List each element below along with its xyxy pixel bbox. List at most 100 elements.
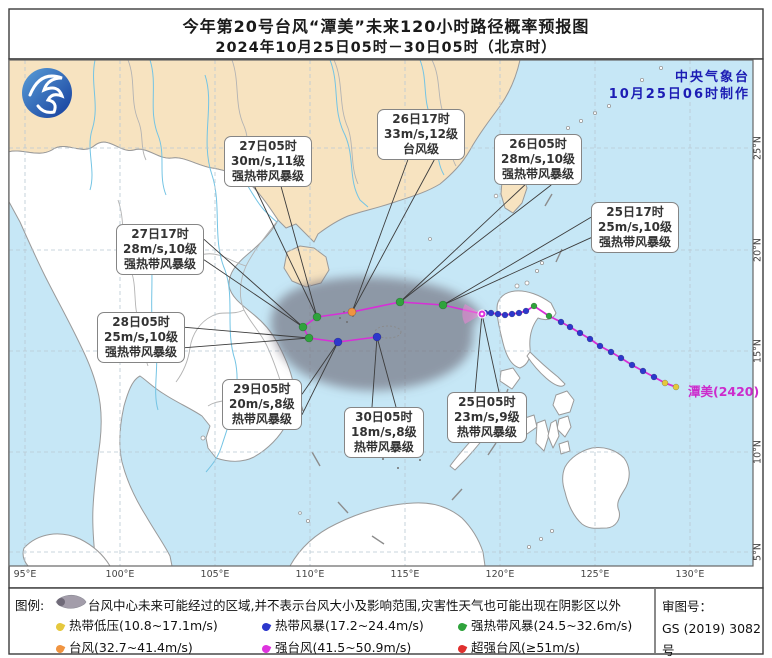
map-review-number: 审图号： GS (2019) 3082号 xyxy=(662,596,772,658)
forecast-info-box: 25日17时 25m/s,10级 强热带风暴级 xyxy=(591,202,679,253)
observed-track-point xyxy=(661,379,669,387)
observed-track-point xyxy=(494,310,502,318)
current-position-eye xyxy=(480,312,484,316)
forecast-wind: 20m/s,8级 xyxy=(229,397,295,411)
leader-line xyxy=(203,259,304,328)
forecast-info-box: 30日05时 18m/s,8级 热带风暴级 xyxy=(344,407,424,458)
forecast-category: 强热带风暴级 xyxy=(231,169,304,183)
forecast-wind: 28m/s,10级 xyxy=(501,152,575,166)
small-islands xyxy=(200,66,664,550)
forecast-wind: 28m/s,10级 xyxy=(123,242,197,256)
legend-heading: 图例: xyxy=(15,598,45,613)
issue-time: 10月25日06时制作 xyxy=(608,87,750,102)
forecast-track-point xyxy=(347,307,357,317)
legend-category-icon xyxy=(260,621,272,633)
border-line xyxy=(175,309,245,383)
legend-item-label: 超强台风(≥51m/s) xyxy=(471,640,581,655)
typhoon-name-label: 潭美(2420) xyxy=(688,384,760,399)
forecast-wind: 30m/s,11级 xyxy=(231,154,305,168)
river xyxy=(89,60,96,191)
review-value: GS (2019) 3082号 xyxy=(662,621,761,658)
lon-tick-label: 100°E xyxy=(105,569,135,580)
forecast-info-box: 28日05时 25m/s,10级 强热带风暴级 xyxy=(97,312,185,363)
lon-tick-label: 115°E xyxy=(390,569,420,580)
bohol-island xyxy=(558,440,571,455)
forecast-track-point xyxy=(438,300,448,310)
page-title: 今年第20号台风“潭美”未来120小时路径概率预报图 xyxy=(182,17,590,36)
forecast-info-box: 29日05时 20m/s,8级 热带风暴级 xyxy=(222,379,302,430)
samar-island xyxy=(552,390,575,416)
legend-category-icon xyxy=(260,643,272,655)
leader-line xyxy=(399,184,552,303)
page-subtitle: 2024年10月25日05时－30日05时（北京时） xyxy=(215,40,557,56)
observed-track-point xyxy=(545,312,553,320)
legend-item-label: 热带风暴(17.2~24.4m/s) xyxy=(275,618,424,633)
review-label: 审图号： xyxy=(662,599,713,614)
leader-line xyxy=(351,159,435,313)
agency-credit: 中央气象台 10月25日06时制作 xyxy=(609,69,750,103)
observed-track-point xyxy=(508,310,516,318)
legend-section-frame xyxy=(8,587,764,655)
probability-area-icon xyxy=(55,594,87,609)
legend-item-label: 强热带风暴(24.5~32.6m/s) xyxy=(471,618,633,633)
observed-track-point xyxy=(586,335,594,343)
lon-tick-label: 120°E xyxy=(485,569,515,580)
forecast-info-box: 26日17时 33m/s,12级 台风级 xyxy=(377,109,465,160)
lon-tick-label: 110°E xyxy=(295,569,325,580)
forecast-category: 强热带风暴级 xyxy=(598,235,671,249)
observed-track-point xyxy=(596,342,604,350)
forecast-category: 台风级 xyxy=(402,142,439,156)
leader-line xyxy=(351,159,409,313)
lon-tick-label: 95°E xyxy=(13,569,37,580)
river xyxy=(329,60,369,208)
macclesfield-dashed-ellipse xyxy=(374,325,402,339)
forecast-time: 27日05时 xyxy=(239,139,297,153)
wind-radius-sector xyxy=(462,304,482,324)
observed-track-point xyxy=(557,318,565,326)
lon-tick-label: 130°E xyxy=(675,569,705,580)
forecast-track-point xyxy=(298,322,308,332)
lon-tick-label: 125°E xyxy=(580,569,610,580)
leader-line xyxy=(481,313,500,393)
forecast-info-box: 26日05时 28m/s,10级 强热带风暴级 xyxy=(494,134,582,185)
lat-tick-label: 20°N xyxy=(752,238,764,262)
forecast-time: 29日05时 xyxy=(233,382,291,396)
river xyxy=(149,60,167,196)
observed-track-point xyxy=(576,329,584,337)
leader-line xyxy=(184,337,310,349)
lat-tick-label: 10°N xyxy=(752,440,764,464)
forecast-time: 25日17时 xyxy=(606,205,664,219)
forecast-track-point xyxy=(312,312,322,322)
forecast-track-point xyxy=(333,337,343,347)
forecast-wind: 33m/s,12级 xyxy=(384,127,458,141)
observed-track-point xyxy=(650,373,658,381)
bicol-peninsula xyxy=(526,351,566,387)
leader-line xyxy=(399,184,526,303)
border-line xyxy=(333,60,359,185)
title-section-frame xyxy=(8,8,764,60)
leader-line xyxy=(280,186,318,318)
forecast-category: 热带风暴级 xyxy=(456,425,517,439)
cma-logo xyxy=(22,68,72,118)
negros-island xyxy=(535,419,550,452)
legend-item: 台风(32.7~41.4m/s) xyxy=(54,637,193,656)
cebu-island xyxy=(547,419,560,449)
leader-line xyxy=(254,186,318,318)
forecast-category: 热带风暴级 xyxy=(353,440,414,454)
legend-category-icon xyxy=(456,621,468,633)
hainan-island xyxy=(283,245,330,288)
legend-item: 热带低压(10.8~17.1m/s) xyxy=(54,615,218,634)
observed-track-point xyxy=(672,383,680,391)
forecast-time: 27日17时 xyxy=(131,227,189,241)
forecast-category: 强热带风暴级 xyxy=(123,257,196,271)
forecast-wind: 18m/s,8级 xyxy=(351,425,417,439)
leader-line xyxy=(301,341,339,415)
legend-area-note: 台风中心未来可能经过的区域,并不表示台风大小及影响范围,灾害性天气也可能出现在阴… xyxy=(88,598,621,613)
lat-tick-label: 5°N xyxy=(752,543,764,561)
forecast-track-point xyxy=(395,297,405,307)
forecast-time: 26日05时 xyxy=(509,137,567,151)
lat-tick-label: 25°N xyxy=(752,136,764,160)
leader-line xyxy=(371,336,378,408)
legend-item: 热带风暴(17.2~24.4m/s) xyxy=(260,615,424,634)
